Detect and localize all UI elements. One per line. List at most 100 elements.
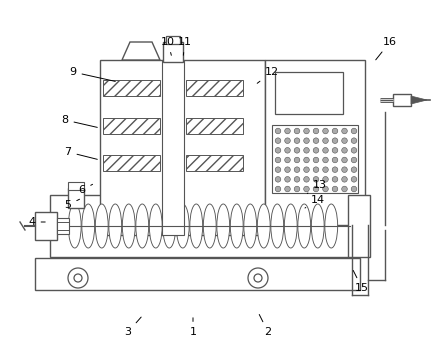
Circle shape <box>342 148 347 153</box>
Ellipse shape <box>271 204 284 248</box>
Bar <box>272 125 358 193</box>
Text: 12: 12 <box>257 67 279 83</box>
Circle shape <box>323 176 328 182</box>
Ellipse shape <box>285 204 297 248</box>
Ellipse shape <box>217 204 230 248</box>
Circle shape <box>304 138 309 143</box>
Ellipse shape <box>82 204 95 248</box>
Ellipse shape <box>68 204 81 248</box>
Circle shape <box>313 157 319 163</box>
Circle shape <box>351 128 357 134</box>
Circle shape <box>332 148 338 153</box>
Circle shape <box>304 128 309 134</box>
Circle shape <box>275 138 281 143</box>
Bar <box>35 212 57 240</box>
Circle shape <box>313 176 319 182</box>
Circle shape <box>285 176 290 182</box>
Circle shape <box>332 128 338 134</box>
Bar <box>162 60 184 235</box>
Circle shape <box>275 157 281 163</box>
Circle shape <box>332 186 338 192</box>
Circle shape <box>74 274 82 282</box>
Text: 9: 9 <box>70 67 116 81</box>
Bar <box>186 118 243 134</box>
Ellipse shape <box>163 204 176 248</box>
Bar <box>100 60 265 235</box>
Circle shape <box>351 138 357 143</box>
Circle shape <box>294 167 300 173</box>
Circle shape <box>304 186 309 192</box>
Circle shape <box>285 148 290 153</box>
Ellipse shape <box>298 204 311 248</box>
Circle shape <box>332 138 338 143</box>
Ellipse shape <box>176 204 189 248</box>
Bar <box>35 258 360 290</box>
Circle shape <box>294 176 300 182</box>
Circle shape <box>285 186 290 192</box>
Circle shape <box>313 186 319 192</box>
Circle shape <box>285 167 290 173</box>
Ellipse shape <box>136 204 149 248</box>
Ellipse shape <box>149 204 162 248</box>
Circle shape <box>313 128 319 134</box>
Circle shape <box>285 128 290 134</box>
Ellipse shape <box>122 204 135 248</box>
Circle shape <box>332 157 338 163</box>
Ellipse shape <box>244 204 256 248</box>
Text: 11: 11 <box>178 37 192 55</box>
Circle shape <box>294 157 300 163</box>
Bar <box>103 80 160 96</box>
Bar <box>103 118 160 134</box>
Circle shape <box>275 176 281 182</box>
Text: 8: 8 <box>62 115 97 127</box>
Circle shape <box>254 274 262 282</box>
Circle shape <box>351 176 357 182</box>
Circle shape <box>248 268 268 288</box>
Circle shape <box>323 157 328 163</box>
Circle shape <box>304 167 309 173</box>
Ellipse shape <box>311 204 324 248</box>
Circle shape <box>304 176 309 182</box>
Circle shape <box>285 138 290 143</box>
Circle shape <box>294 128 300 134</box>
Circle shape <box>342 157 347 163</box>
Circle shape <box>294 186 300 192</box>
Polygon shape <box>122 42 160 60</box>
Circle shape <box>332 176 338 182</box>
Text: 5: 5 <box>65 199 79 210</box>
Bar <box>275 72 343 114</box>
Circle shape <box>323 128 328 134</box>
Circle shape <box>351 167 357 173</box>
Circle shape <box>313 167 319 173</box>
Circle shape <box>313 148 319 153</box>
Circle shape <box>275 128 281 134</box>
Bar <box>163 42 183 62</box>
Circle shape <box>342 167 347 173</box>
Circle shape <box>304 148 309 153</box>
Ellipse shape <box>190 204 202 248</box>
Text: 3: 3 <box>124 317 141 337</box>
Circle shape <box>351 148 357 153</box>
Circle shape <box>68 268 88 288</box>
Circle shape <box>342 128 347 134</box>
Ellipse shape <box>230 204 243 248</box>
Circle shape <box>285 157 290 163</box>
Text: 13: 13 <box>307 180 327 193</box>
Text: 14: 14 <box>305 195 325 208</box>
Circle shape <box>323 186 328 192</box>
Circle shape <box>351 186 357 192</box>
Circle shape <box>342 138 347 143</box>
Ellipse shape <box>109 204 122 248</box>
Circle shape <box>313 138 319 143</box>
Text: 4: 4 <box>29 217 45 227</box>
Bar <box>103 155 160 171</box>
Ellipse shape <box>95 204 108 248</box>
Text: 16: 16 <box>376 37 397 60</box>
Bar <box>57 218 69 234</box>
Circle shape <box>323 138 328 143</box>
Text: 15: 15 <box>353 271 369 293</box>
Circle shape <box>294 138 300 143</box>
Bar <box>186 155 243 171</box>
Polygon shape <box>411 96 427 104</box>
Circle shape <box>275 167 281 173</box>
